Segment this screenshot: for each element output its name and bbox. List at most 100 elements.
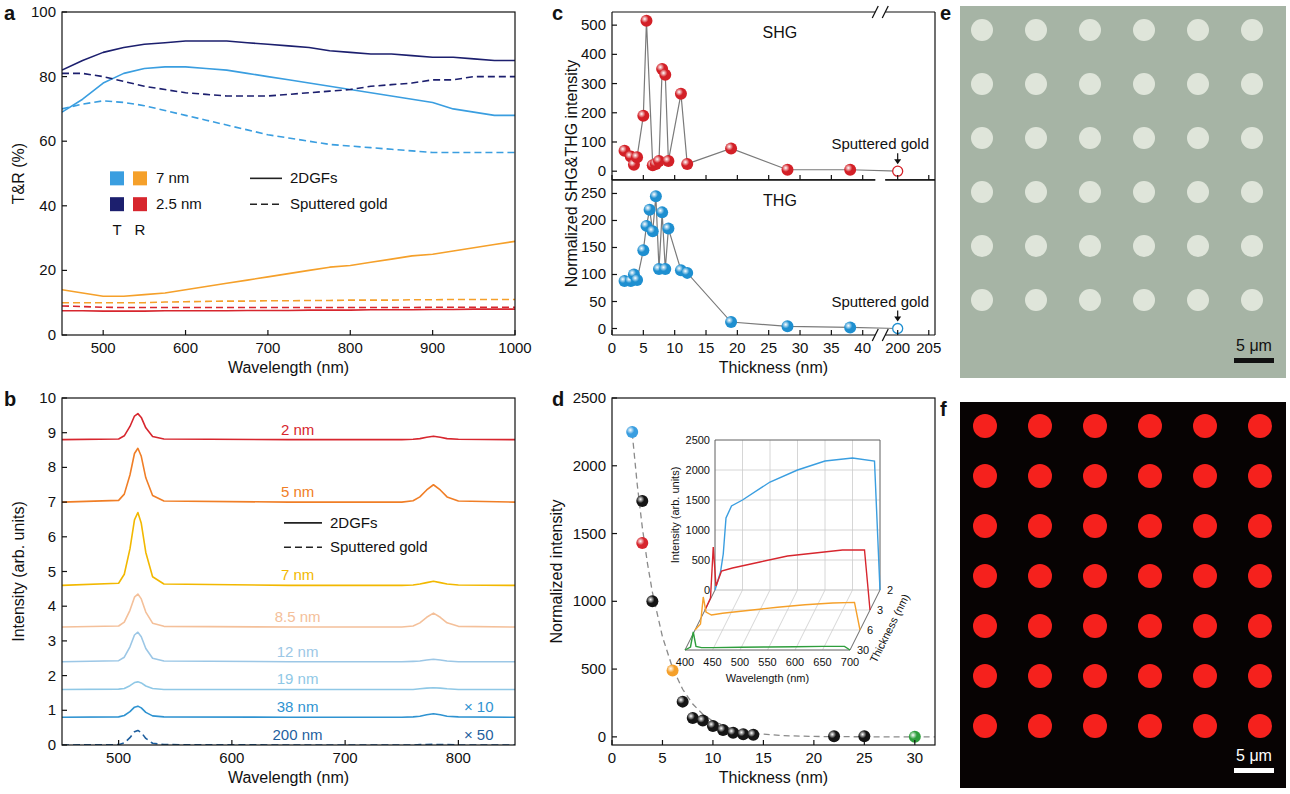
plot-area (619, 190, 903, 333)
connecting-line (625, 196, 851, 327)
legend-label: 2.5 nm (156, 195, 202, 212)
inset-x-tick-label: 550 (758, 656, 776, 668)
x-tick (185, 330, 186, 335)
dot (1241, 19, 1263, 41)
y-tick-label: 2500 (573, 389, 606, 406)
plot-frame (885, 179, 935, 180)
y-tick-label: 100 (581, 265, 606, 282)
data-line (62, 41, 515, 70)
axis-break (872, 329, 878, 341)
data-line (62, 632, 515, 661)
inset-x-grid (823, 590, 853, 650)
y-tick-label: 4 (48, 597, 56, 614)
dot (1083, 464, 1107, 488)
dot (971, 289, 993, 311)
inset-x-wall-grid (742, 440, 743, 590)
series-label: 12 nm (277, 643, 319, 660)
dot (1138, 564, 1162, 588)
y-tick-label: 9 (48, 424, 56, 441)
x-tick-label: 205 (916, 339, 941, 356)
dot (971, 127, 993, 149)
dot (1193, 714, 1217, 738)
dot (1025, 127, 1047, 149)
x-tick (432, 330, 433, 335)
data-point (659, 69, 671, 81)
y-tick (612, 193, 617, 194)
x-tick (737, 175, 738, 180)
x-tick-label: 25 (856, 749, 873, 766)
x-tick (514, 330, 515, 335)
x-tick (643, 175, 644, 180)
dot (1083, 664, 1107, 688)
dot (1028, 414, 1052, 438)
plot-frame (611, 12, 612, 180)
scale-bar-label: 5 μm (1236, 747, 1272, 764)
inset-x-tick-label: 650 (813, 656, 831, 668)
data-line (62, 299, 515, 302)
data-point (637, 244, 649, 256)
legend-swatch (133, 171, 147, 185)
inset-z-grid (705, 610, 870, 611)
data-point (636, 537, 648, 549)
x-tick (674, 330, 675, 335)
inset-y-tick-label: 1000 (686, 524, 710, 536)
y-tick (612, 220, 617, 221)
y-tick (612, 141, 617, 142)
inset-y-tick-label: 2500 (686, 434, 710, 446)
x-tick (768, 330, 769, 335)
inset-x-grid (795, 590, 825, 650)
plot-frame (612, 11, 875, 12)
data-point (681, 267, 693, 279)
plot-frame (934, 180, 935, 335)
x-tick-label: 200 (885, 339, 910, 356)
x-tick (611, 740, 612, 745)
dot (1193, 614, 1217, 638)
inset-z-tick-label: 3 (877, 604, 883, 616)
y-tick (612, 171, 617, 172)
x-tick (897, 330, 898, 335)
dot (1083, 414, 1107, 438)
y-tick (62, 432, 67, 433)
dot (973, 714, 997, 738)
data-point (747, 729, 759, 741)
data-point (650, 190, 662, 202)
axis-break (872, 6, 878, 18)
inset-x-wall-grid (852, 440, 853, 590)
x-tick (643, 330, 644, 335)
dot (1079, 289, 1101, 311)
y-tick-label: 200 (581, 211, 606, 228)
legend-label: 2DGFs (330, 514, 378, 531)
x-tick-label: 20 (806, 749, 823, 766)
dot (1083, 564, 1107, 588)
dot (1193, 514, 1217, 538)
y-tick-label: 2000 (573, 457, 606, 474)
legend-label: R (135, 221, 146, 238)
data-point (662, 155, 674, 167)
x-tick-label: 500 (91, 339, 116, 356)
y-tick (612, 397, 617, 398)
data-line (62, 73, 515, 96)
y-tick (62, 334, 67, 335)
series-label: 200 nm (273, 726, 323, 743)
dot (1248, 414, 1272, 438)
x-tick (763, 740, 764, 745)
inset-axis (685, 650, 850, 651)
dot (1241, 235, 1263, 257)
dot (973, 614, 997, 638)
x-tick (831, 330, 832, 335)
x-tick (928, 330, 929, 335)
x-axis-title: Wavelength (nm) (228, 359, 349, 376)
legend-label: Sputtered gold (330, 538, 428, 555)
y-tick (612, 54, 617, 55)
dot (1138, 714, 1162, 738)
y-tick (612, 112, 617, 113)
y-tick (62, 397, 67, 398)
dot (1025, 181, 1047, 203)
dot (1079, 181, 1101, 203)
data-point (636, 495, 648, 507)
data-point (647, 225, 659, 237)
y-tick (62, 467, 67, 468)
y-tick-label: 400 (581, 45, 606, 62)
x-tick (862, 175, 863, 180)
plot-frame (62, 12, 515, 335)
